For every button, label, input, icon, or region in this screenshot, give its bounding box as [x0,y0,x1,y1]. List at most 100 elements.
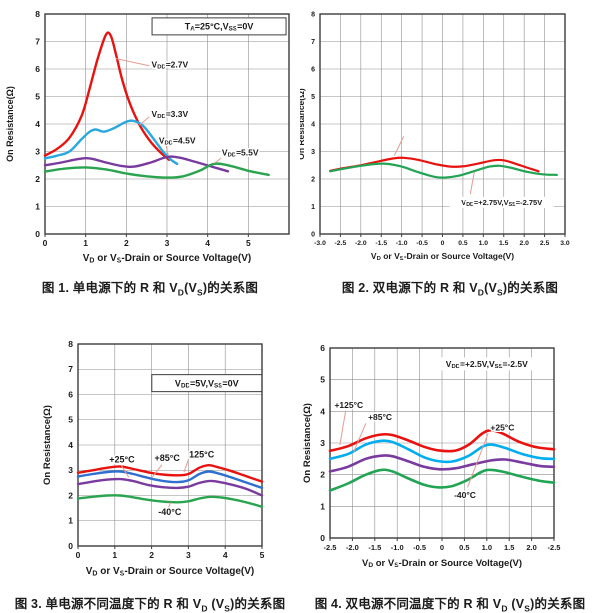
figure-1-caption: 图 1. 单电源下的 R 和 VD(VS)的关系图 [41,281,259,298]
figure-4-chart: VDD=+2.5V,VSS=-2.5V +125°C +85°C +25°C -40°C… [301,341,562,570]
x-tick-label: -1.0 [391,543,404,552]
y-axis-label: On Resistance(Ω) [42,405,53,485]
y-tick-label: 6 [35,64,40,74]
y-tick-label: 1 [311,204,315,211]
figure-2-chart: VDD=+2.75V,VSS=-2.75V -3.0 -2.5 -2.0 -1.5 -1.… [300,10,571,264]
annotation-text: VDD=+2.75V,VSS=-2.75V [461,198,542,208]
annotation-box [151,373,263,392]
x-tick-label: 1.0 [482,543,492,552]
x-tick-label: -2.5 [335,240,347,247]
figure-1-chart: TA=25°C,VSS=0V VDD=2.7V VDD=3.3V VDD=4.5V VD… [4,7,290,266]
annotation-text: TA=25°C,VSS=0V [185,22,254,33]
y-tick-label: 7 [68,364,73,374]
x-tick-label: 1.5 [504,543,514,552]
x-axis-label: VD or VS-Drain or Source Voltage(V) [83,253,251,264]
leader-line [139,116,150,126]
leader-line [165,145,169,156]
series-+85C [76,469,264,489]
curve-label: +85°C [155,452,181,462]
curve-label: -40°C [454,489,476,499]
x-tick-label: 0 [441,240,445,247]
figure-1: TA=25°C,VSS=0V VDD=2.7V VDD=3.3V VDD=4.5V VD… [0,4,300,298]
curve-label: VDD=3.3V [152,109,189,120]
x-tick-label: -1.0 [396,240,408,247]
y-tick-label: 1 [35,201,40,211]
x-tick-label: 2.0 [526,543,536,552]
series-VDD5.5V [43,162,270,179]
y-tick-label: 4 [320,406,325,416]
y-tick-label: 0 [311,231,315,238]
x-axis-label: VD or VS-Drain or Source Voltage(V) [86,566,254,577]
y-tick-label: 4 [35,119,40,129]
x-tick-label: 4 [205,238,210,248]
y-tick-label: 0 [35,229,40,239]
y-axis-ticks: 0 1 2 3 4 5 6 7 8 [67,337,75,552]
y-tick-label: 8 [35,9,40,19]
gridlines [44,13,290,235]
curve-label: +125°C [334,400,363,410]
x-tick-label: -0.5 [413,543,426,552]
curve-label: 125°C [189,449,215,459]
y-tick-label: 7 [35,36,40,46]
y-tick-label: 0 [68,540,73,550]
leader-line [214,157,222,164]
series--40C [76,493,264,508]
y-tick-label: 6 [68,389,73,399]
plot-border [77,342,263,547]
y-tick-label: 2 [320,469,325,479]
x-tick-label: 2.0 [519,240,529,247]
annotation-box [424,356,549,370]
leader-line [120,464,130,478]
y-tick-label: 3 [320,437,325,447]
y-tick-label: 5 [35,91,40,101]
curve-label: VDD=5.5V [222,148,259,159]
figure-4-caption: 图 4. 双电源不同温度下的 R 和 VD (VS)的关系图 [314,596,586,613]
annotation-box [151,17,287,36]
x-tick-label: 0.5 [458,240,468,247]
x-tick-label: 0 [440,543,444,552]
y-tick-label: 6 [320,342,325,352]
y-tick-label: 2 [311,176,315,183]
x-tick-label: 0 [76,550,81,560]
curve-label: VDD=2.7V [152,60,189,71]
x-tick-label: -2.0 [355,240,367,247]
leader-line [469,171,475,195]
leader-line [353,422,367,452]
curve-label: VDD=4.5V [159,135,196,146]
figure-3: VDD=5V,VSS=0V +25°C +85°C 125°C -40°C 0 1 2 3 4 5 0… [0,334,300,613]
x-tick-label: 2 [124,238,129,248]
series-VDD2.7V [43,31,171,161]
series-+85C [328,438,556,463]
leader-line [151,463,163,477]
y-tick-label: 0 [320,532,325,542]
series-VSS-2.75V [329,162,558,179]
y-axis-ticks: 0 1 2 3 4 5 6 7 8 [34,7,42,240]
y-tick-label: 1 [68,515,73,525]
y-tick-label: 3 [35,146,40,156]
leader-line [339,410,347,445]
y-tick-label: 2 [35,174,40,184]
series-+125C [328,428,556,452]
x-tick-label: 0 [43,238,48,248]
x-tick-label: -2.5 [548,543,561,552]
curve-label: -40°C [158,507,182,517]
x-tick-label: -2.5 [324,543,337,552]
leader-line [393,136,405,156]
y-tick-label: 7 [311,39,315,46]
x-axis-ticks: -2.5 -2.0 -1.5 -1.0 -0.5 0 0.5 1.0 1.5 2.0 -2.5 [322,537,562,553]
y-tick-label: 6 [311,66,315,73]
x-tick-label: 3.0 [560,240,570,247]
x-axis-ticks: 0 1 2 3 4 5 [41,234,252,250]
series-125C [76,463,264,483]
x-axis-ticks: -3.0 -2.5 -2.0 -1.5 -1.0 -0.5 0 0.5 1.0 1.5 2.0 2.5… [313,234,571,249]
x-axis-label: VD or VS-Drain or Source Voltage(V) [362,558,522,569]
x-tick-label: 5 [246,238,251,248]
x-axis-label: VD or VS-Drain or Source Voltage(V) [371,251,514,262]
series-VDD4.5V [43,155,230,173]
figure-2-caption: 图 2. 双电源下的 R 和 VD(VS)的关系图 [341,281,559,298]
figure-3-chart: VDD=5V,VSS=0V+25°C +85°C 125°C-40°C0 1 2 3 4 50… [41,337,267,578]
series--40C [328,467,556,492]
curve-label: +85°C [368,412,392,422]
annotation-text: VDD=+2.5V,VSS=-2.5V [446,358,528,369]
